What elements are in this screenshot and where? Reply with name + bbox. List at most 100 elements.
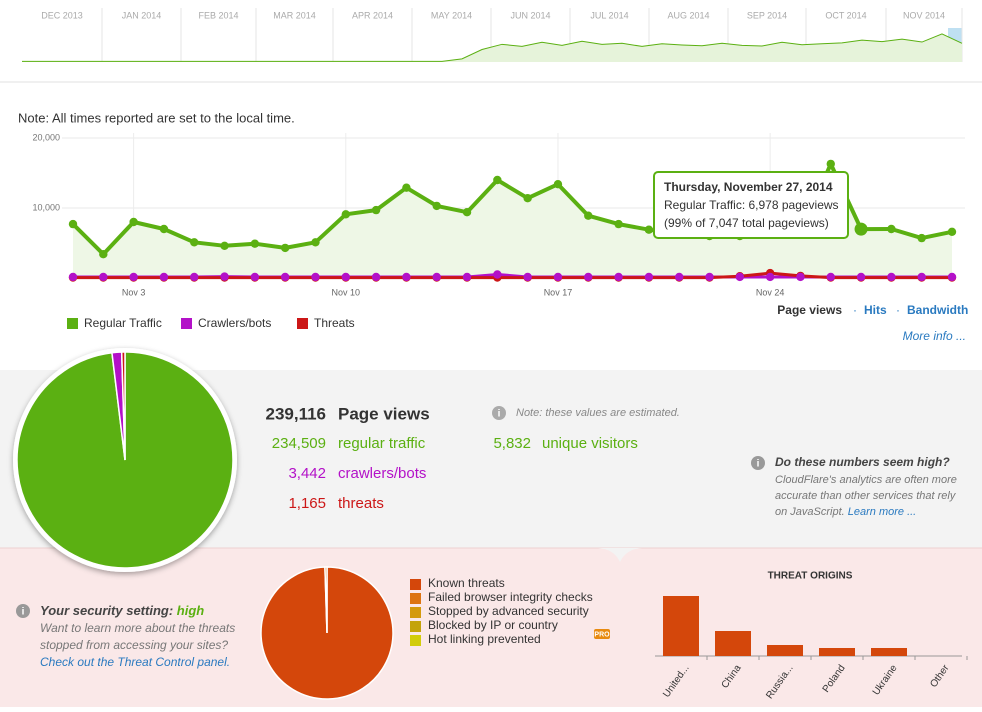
data-point — [99, 272, 108, 282]
data-point — [523, 272, 532, 282]
data-point — [159, 272, 169, 282]
row-value: 3,442 — [288, 465, 326, 482]
data-point — [371, 272, 381, 282]
security-title: Your security setting: — [40, 603, 177, 618]
data-point — [614, 219, 623, 229]
question-title: Do these numbers seem high? — [775, 455, 950, 469]
question-text: accurate than other services that rely — [775, 490, 957, 502]
row-name: crawlers/bots — [338, 465, 426, 482]
legend-label: Crawlers/bots — [198, 316, 271, 330]
legend-swatch — [297, 318, 308, 329]
month-label: MAR 2014 — [273, 10, 316, 20]
data-point — [644, 225, 654, 234]
data-point — [432, 201, 441, 211]
info-icon — [16, 604, 30, 618]
data-point — [220, 241, 229, 250]
info-icon-glyph: i — [498, 409, 501, 420]
data-point — [887, 272, 896, 282]
legend-swatch — [410, 593, 421, 604]
data-point — [553, 180, 563, 189]
data-point — [99, 250, 108, 259]
info-icon — [751, 456, 765, 470]
data-point — [765, 272, 775, 282]
tooltip-box — [653, 171, 849, 239]
data-point — [462, 208, 472, 217]
legend-swatch — [410, 579, 421, 590]
x-tick-label: Nov 10 — [332, 287, 361, 297]
y-tick-label: 10,000 — [32, 202, 60, 212]
month-label: AUG 2014 — [667, 10, 709, 20]
threat-control-link[interactable]: Check out the Threat Control panel. — [40, 655, 230, 669]
data-point — [614, 272, 623, 282]
data-point — [493, 175, 502, 185]
x-tick-label: Nov 3 — [122, 287, 146, 297]
data-point — [854, 222, 868, 236]
data-point — [826, 159, 835, 169]
data-point — [341, 272, 350, 282]
traffic-pie — [13, 348, 237, 572]
row-name: regular traffic — [338, 435, 426, 452]
tab-bandwidth[interactable]: Bandwidth — [907, 303, 968, 317]
data-point — [402, 183, 411, 192]
legend-label: Threats — [314, 316, 355, 330]
month-label: DEC 2013 — [41, 10, 83, 20]
data-point — [280, 243, 290, 253]
data-point — [190, 272, 199, 282]
total-value: 239,116 — [265, 404, 326, 423]
data-point — [917, 272, 926, 282]
security-text: Want to learn more about the threats — [40, 621, 235, 635]
legend-label: Failed browser integrity checks — [428, 590, 593, 604]
info-icon — [492, 406, 506, 420]
series-line — [73, 271, 952, 280]
month-label: MAY 2014 — [431, 10, 472, 20]
data-point — [735, 272, 745, 282]
pro-badge-text: PRO — [594, 631, 610, 638]
month-label: APR 2014 — [352, 10, 393, 20]
info-icon-glyph: i — [22, 607, 25, 618]
legend-label: Stopped by advanced security — [428, 604, 589, 618]
tab-pageviews[interactable]: Page views — [777, 303, 842, 317]
bar — [767, 645, 803, 656]
data-point — [584, 211, 593, 220]
data-point — [856, 272, 866, 282]
security-text: stopped from accessing your sites? — [40, 638, 228, 652]
question-text: on JavaScript. — [775, 506, 845, 518]
x-tick-label: Nov 24 — [756, 287, 785, 297]
notch — [598, 548, 642, 562]
data-point — [68, 219, 78, 229]
security-level: high — [177, 603, 204, 618]
x-tick-label: Nov 17 — [544, 287, 573, 297]
more-info-link[interactable]: More info ... — [903, 329, 966, 343]
separator: · — [896, 303, 900, 317]
info-icon-glyph: i — [757, 459, 760, 470]
data-point — [705, 272, 714, 282]
unique-name: unique visitors — [542, 435, 638, 452]
bar — [715, 631, 751, 656]
data-point — [947, 272, 957, 282]
overview-line — [22, 33, 963, 62]
legend-label: Hot linking prevented — [428, 632, 541, 646]
data-point — [250, 272, 260, 282]
row-name: threats — [338, 495, 384, 512]
tab-hits[interactable]: Hits — [864, 303, 887, 317]
month-label: JUN 2014 — [510, 10, 550, 20]
estimate-note: Note: these values are estimated. — [516, 407, 680, 419]
bar — [663, 596, 699, 656]
area — [73, 163, 952, 278]
data-point — [947, 227, 957, 236]
data-point — [644, 272, 654, 282]
legend-label: Regular Traffic — [84, 316, 162, 330]
data-point — [68, 272, 78, 282]
month-label: NOV 2014 — [903, 10, 945, 20]
data-point — [250, 239, 260, 248]
data-point — [826, 272, 835, 282]
learn-more-link[interactable]: Learn more ... — [848, 506, 916, 518]
unique-value: 5,832 — [493, 435, 531, 452]
data-point — [584, 272, 593, 282]
data-point — [129, 272, 138, 282]
y-tick-label: 20,000 — [32, 132, 60, 142]
question-text: on JavaScript. Learn more ... — [775, 506, 916, 518]
month-label: SEP 2014 — [747, 10, 787, 20]
data-point — [796, 272, 805, 282]
